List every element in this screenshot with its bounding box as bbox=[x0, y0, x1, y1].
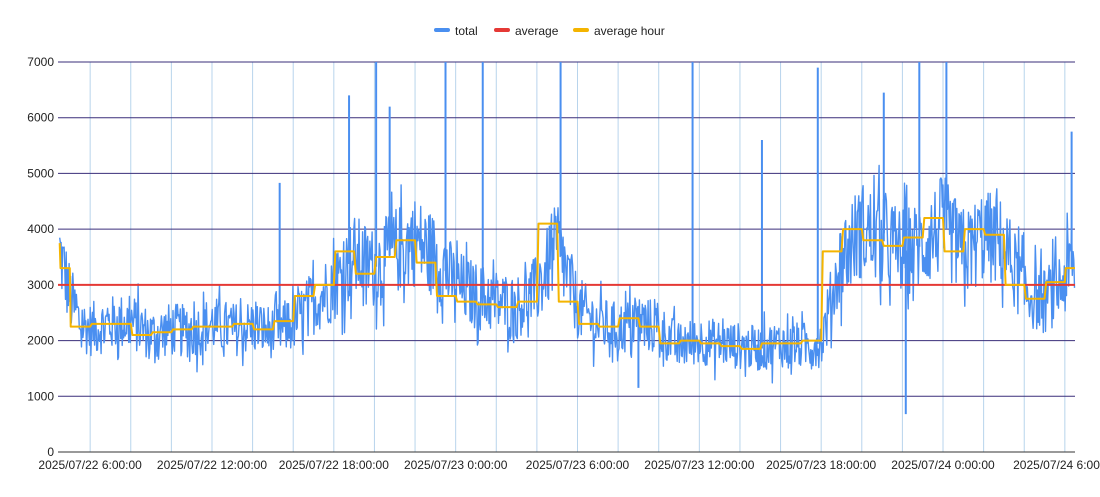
legend-item-total[interactable]: total bbox=[434, 24, 478, 38]
x-tick-label: 2025/07/22 12:00:00 bbox=[157, 458, 267, 472]
y-axis-ticks: 0 1000 2000 3000 4000 5000 6000 7000 bbox=[27, 55, 54, 459]
series-layer bbox=[58, 62, 1076, 415]
x-axis-ticks: 2025/07/22 6:00:00 2025/07/22 12:00:00 202… bbox=[38, 458, 1100, 472]
y-tick-label: 0 bbox=[47, 445, 54, 459]
y-tick-label: 7000 bbox=[27, 55, 54, 69]
x-tick-label: 2025/07/22 6:00:00 bbox=[38, 458, 142, 472]
legend-swatch-average bbox=[494, 28, 510, 32]
legend-label-total: total bbox=[455, 24, 478, 38]
x-tick-label: 2025/07/23 18:00:00 bbox=[766, 458, 876, 472]
legend-swatch-total bbox=[434, 28, 450, 32]
legend-label-average: average bbox=[515, 24, 559, 38]
y-tick-label: 1000 bbox=[27, 389, 54, 403]
legend-item-average-hour[interactable]: average hour bbox=[573, 24, 665, 38]
y-tick-label: 6000 bbox=[27, 111, 54, 125]
x-tick-label: 2025/07/23 12:00:00 bbox=[644, 458, 754, 472]
x-tick-label: 2025/07/24 0:00:00 bbox=[891, 458, 995, 472]
y-tick-label: 5000 bbox=[27, 166, 54, 180]
y-tick-label: 4000 bbox=[27, 222, 54, 236]
legend: total average average hour bbox=[434, 24, 665, 38]
y-tick-label: 2000 bbox=[27, 334, 54, 348]
x-tick-label: 2025/07/23 6:00:00 bbox=[526, 458, 630, 472]
legend-item-average[interactable]: average bbox=[494, 24, 559, 38]
series-average-hour-line bbox=[58, 217, 1075, 350]
x-tick-label: 2025/07/23 0:00:00 bbox=[404, 458, 508, 472]
legend-swatch-average-hour bbox=[573, 28, 589, 32]
y-tick-label: 3000 bbox=[27, 278, 54, 292]
legend-label-average-hour: average hour bbox=[594, 24, 665, 38]
x-tick-label: 2025/07/22 18:00:00 bbox=[279, 458, 389, 472]
x-tick-label: 2025/07/24 6:00:00 bbox=[1013, 458, 1100, 472]
